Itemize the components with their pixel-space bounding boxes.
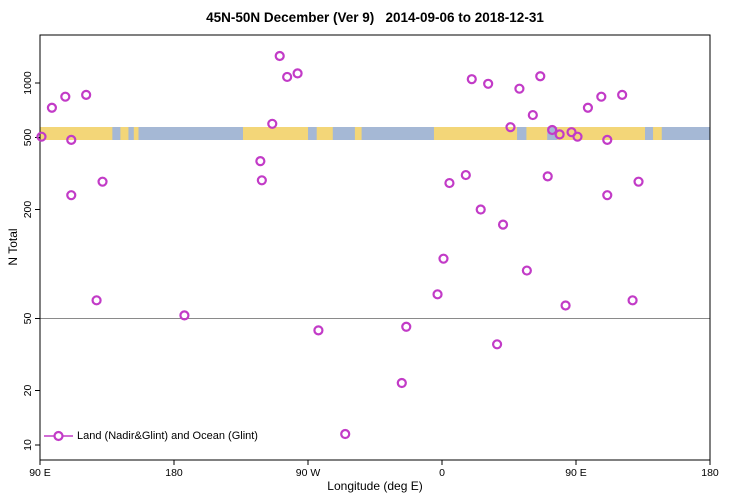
map-band-land-segment: [433, 127, 518, 140]
y-tick-label: 1000: [22, 71, 34, 95]
data-point: [602, 134, 613, 145]
data-point: [582, 102, 594, 113]
data-point: [514, 83, 525, 94]
data-point: [560, 300, 571, 311]
data-point: [627, 295, 638, 306]
data-point: [267, 118, 278, 129]
x-tick-label: 180: [165, 467, 183, 479]
data-point: [444, 177, 455, 189]
x-tick-label: 90 E: [565, 467, 587, 479]
data-point: [274, 50, 285, 62]
data-point: [466, 74, 477, 85]
map-band-land-segment: [316, 127, 333, 140]
y-axis-label: N Total: [6, 228, 20, 266]
y-tick-label: 50: [22, 312, 34, 324]
data-point: [475, 204, 486, 215]
data-point: [566, 127, 577, 138]
data-point: [602, 190, 613, 201]
map-band-land-segment: [653, 127, 662, 140]
map-band-land-segment: [40, 127, 113, 140]
y-tick-label: 20: [22, 385, 34, 397]
data-point: [66, 190, 77, 201]
data-point: [527, 109, 538, 121]
data-point: [547, 124, 558, 136]
x-tick-label: 0: [439, 467, 445, 479]
data-point: [340, 428, 351, 440]
data-point: [483, 78, 494, 89]
data-point: [292, 68, 303, 79]
legend-label: Land (Nadir&Glint) and Ocean (Glint): [77, 430, 258, 442]
data-point: [396, 377, 407, 389]
x-tick-label: 180: [701, 467, 719, 479]
data-point: [66, 134, 77, 145]
data-point: [617, 89, 628, 100]
map-band-land-segment: [557, 127, 646, 140]
data-point: [633, 176, 644, 187]
map-band-land-segment: [354, 127, 362, 140]
data-point: [179, 310, 190, 321]
data-point: [554, 129, 565, 140]
data-point: [460, 169, 471, 181]
data-point: [505, 122, 516, 133]
data-point: [256, 175, 267, 186]
data-point: [282, 71, 293, 83]
data-point: [521, 265, 532, 276]
data-point: [497, 219, 509, 230]
data-point: [542, 171, 553, 182]
data-point: [36, 131, 47, 142]
data-point: [81, 89, 92, 100]
x-axis-label: Longitude (deg E): [327, 479, 423, 493]
data-point: [60, 91, 71, 102]
map-band-land-segment: [133, 127, 139, 140]
data-point: [255, 156, 266, 167]
y-tick-label: 10: [22, 439, 34, 451]
data-point: [438, 253, 449, 264]
data-point: [97, 176, 108, 187]
chart-title: 45N-50N December (Ver 9) 2014-09-06 to 2…: [206, 10, 544, 25]
legend-marker: [53, 430, 64, 442]
y-tick-label: 200: [22, 201, 34, 219]
x-tick-label: 90 E: [29, 467, 51, 479]
data-point: [491, 339, 503, 350]
x-tick-label: 90 W: [296, 467, 321, 479]
data-point: [313, 325, 324, 336]
map-band-land-segment: [243, 127, 308, 140]
data-point: [596, 91, 607, 102]
data-point: [91, 295, 102, 306]
plot-border: [39, 34, 711, 461]
data-point: [46, 102, 58, 113]
data-point: [432, 289, 443, 300]
data-point: [535, 71, 546, 82]
map-band-land-segment: [120, 127, 129, 140]
y-tick-label: 500: [22, 129, 34, 147]
map-band-land-segment: [526, 127, 548, 140]
data-point: [401, 321, 412, 332]
